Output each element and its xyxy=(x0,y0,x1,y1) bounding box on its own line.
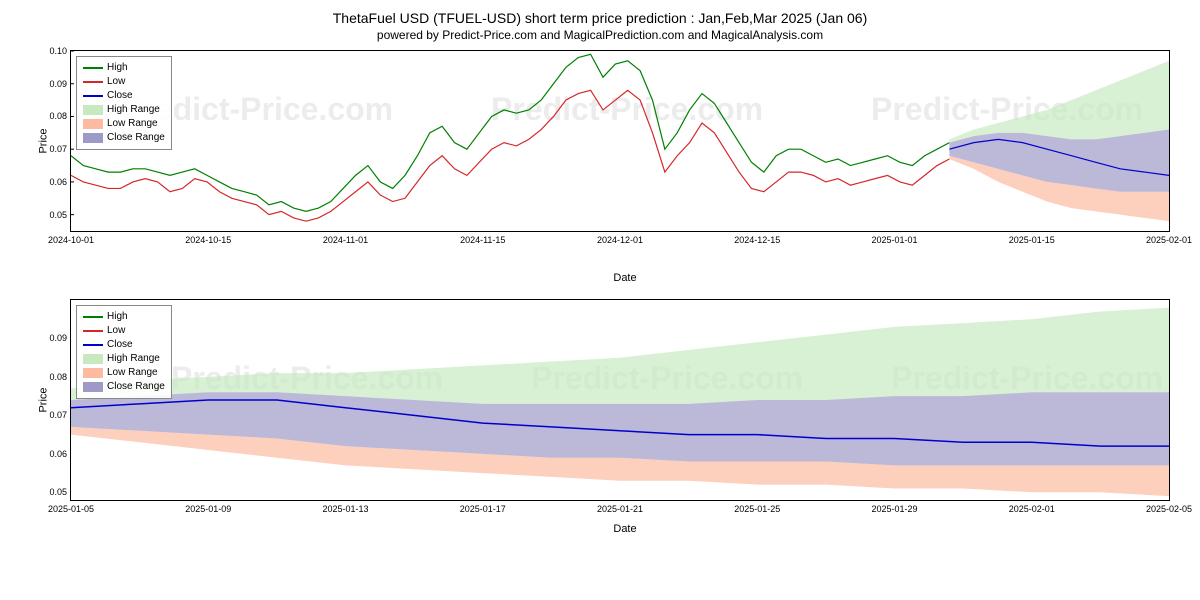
y-tick-label: 0.08 xyxy=(49,372,71,382)
legend-box: HighLowCloseHigh RangeLow RangeClose Ran… xyxy=(76,56,172,150)
legend-swatch xyxy=(83,382,103,392)
legend-item: High xyxy=(83,61,165,75)
legend-swatch xyxy=(83,67,103,69)
x-tick-label: 2025-02-05 xyxy=(1146,504,1192,514)
legend-item: Close xyxy=(83,89,165,103)
x-tick-label: 2025-01-25 xyxy=(734,504,780,514)
legend-swatch xyxy=(83,344,103,346)
legend-item: Low Range xyxy=(83,117,165,131)
y-axis-label: Price xyxy=(38,387,50,412)
legend-label: High Range xyxy=(107,103,160,117)
legend-item: Close xyxy=(83,338,165,352)
price-prediction-figure: ThetaFuel USD (TFUEL-USD) short term pri… xyxy=(20,10,1180,535)
x-tick-label: 2024-11-01 xyxy=(323,235,368,245)
y-axis-label: Price xyxy=(38,128,50,153)
x-tick-label: 2025-02-01 xyxy=(1009,504,1055,514)
x-tick-label: 2024-11-15 xyxy=(460,235,505,245)
legend-label: Low xyxy=(107,324,125,338)
x-axis-label: Date xyxy=(70,272,1180,284)
legend-swatch xyxy=(83,81,103,83)
chart-subtitle: powered by Predict-Price.com and Magical… xyxy=(20,28,1180,42)
legend-swatch xyxy=(83,133,103,143)
legend-label: Low xyxy=(107,75,125,89)
x-tick-label: 2024-12-15 xyxy=(734,235,780,245)
legend-item: High Range xyxy=(83,352,165,366)
legend-item: High Range xyxy=(83,103,165,117)
y-tick-label: 0.05 xyxy=(49,487,71,497)
legend-item: Low Range xyxy=(83,366,165,380)
legend-swatch xyxy=(83,119,103,129)
y-tick-label: 0.07 xyxy=(49,410,71,420)
x-axis-label: Date xyxy=(70,523,1180,535)
chart-svg xyxy=(71,300,1169,500)
legend-swatch xyxy=(83,316,103,318)
legend-label: Close xyxy=(107,338,133,352)
y-tick-label: 0.09 xyxy=(49,333,71,343)
legend-item: Close Range xyxy=(83,131,165,145)
x-tick-label: 2025-01-13 xyxy=(322,504,368,514)
y-tick-label: 0.10 xyxy=(49,46,71,56)
legend-swatch xyxy=(83,368,103,378)
legend-swatch xyxy=(83,330,103,332)
legend-label: Close Range xyxy=(107,131,165,145)
legend-box: HighLowCloseHigh RangeLow RangeClose Ran… xyxy=(76,305,172,399)
x-tick-label: 2024-10-15 xyxy=(185,235,231,245)
x-tick-label: 2024-12-01 xyxy=(597,235,643,245)
x-tick-label: 2025-01-01 xyxy=(871,235,917,245)
x-tick-label: 2024-10-01 xyxy=(48,235,94,245)
x-tick-label: 2025-01-05 xyxy=(48,504,94,514)
chart-bottom-panel: Price HighLowCloseHigh RangeLow RangeClo… xyxy=(70,299,1170,501)
y-tick-label: 0.05 xyxy=(49,210,71,220)
x-tick-label: 2025-02-01 xyxy=(1146,235,1192,245)
legend-item: High xyxy=(83,310,165,324)
legend-label: Close Range xyxy=(107,380,165,394)
legend-item: Close Range xyxy=(83,380,165,394)
chart-svg xyxy=(71,51,1169,231)
legend-label: High Range xyxy=(107,352,160,366)
x-tick-label: 2025-01-21 xyxy=(597,504,643,514)
legend-swatch xyxy=(83,105,103,115)
legend-swatch xyxy=(83,354,103,364)
x-tick-label: 2025-01-29 xyxy=(871,504,917,514)
x-tick-label: 2025-01-09 xyxy=(185,504,231,514)
y-tick-label: 0.07 xyxy=(49,144,71,154)
legend-item: Low xyxy=(83,324,165,338)
legend-label: Close xyxy=(107,89,133,103)
legend-item: Low xyxy=(83,75,165,89)
y-tick-label: 0.06 xyxy=(49,449,71,459)
legend-label: Low Range xyxy=(107,366,158,380)
y-tick-label: 0.08 xyxy=(49,111,71,121)
y-tick-label: 0.06 xyxy=(49,177,71,187)
legend-label: High xyxy=(107,310,128,324)
legend-label: Low Range xyxy=(107,117,158,131)
x-tick-label: 2025-01-17 xyxy=(460,504,506,514)
legend-swatch xyxy=(83,95,103,97)
chart-top-panel: Price HighLowCloseHigh RangeLow RangeClo… xyxy=(70,50,1170,232)
chart-title: ThetaFuel USD (TFUEL-USD) short term pri… xyxy=(20,10,1180,26)
legend-label: High xyxy=(107,61,128,75)
y-tick-label: 0.09 xyxy=(49,79,71,89)
x-tick-label: 2025-01-15 xyxy=(1009,235,1055,245)
